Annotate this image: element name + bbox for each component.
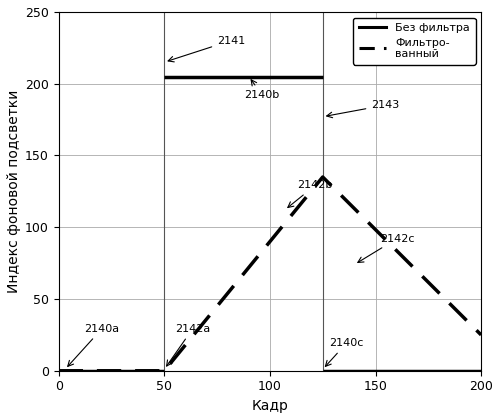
Text: 2140a: 2140a xyxy=(68,324,119,366)
Text: 2142a: 2142a xyxy=(166,324,210,366)
Text: 2142b: 2142b xyxy=(288,181,333,207)
Text: 2143: 2143 xyxy=(326,100,400,118)
Y-axis label: Индекс фоновой подсветки: Индекс фоновой подсветки xyxy=(7,90,21,293)
Text: 2140c: 2140c xyxy=(326,339,364,366)
Legend: Без фильтра, Фильтро-
ванный: Без фильтра, Фильтро- ванный xyxy=(353,18,476,65)
Text: 2140b: 2140b xyxy=(244,80,280,100)
X-axis label: Кадр: Кадр xyxy=(252,399,288,413)
Text: 2142c: 2142c xyxy=(358,234,414,262)
Text: 2141: 2141 xyxy=(168,36,246,62)
